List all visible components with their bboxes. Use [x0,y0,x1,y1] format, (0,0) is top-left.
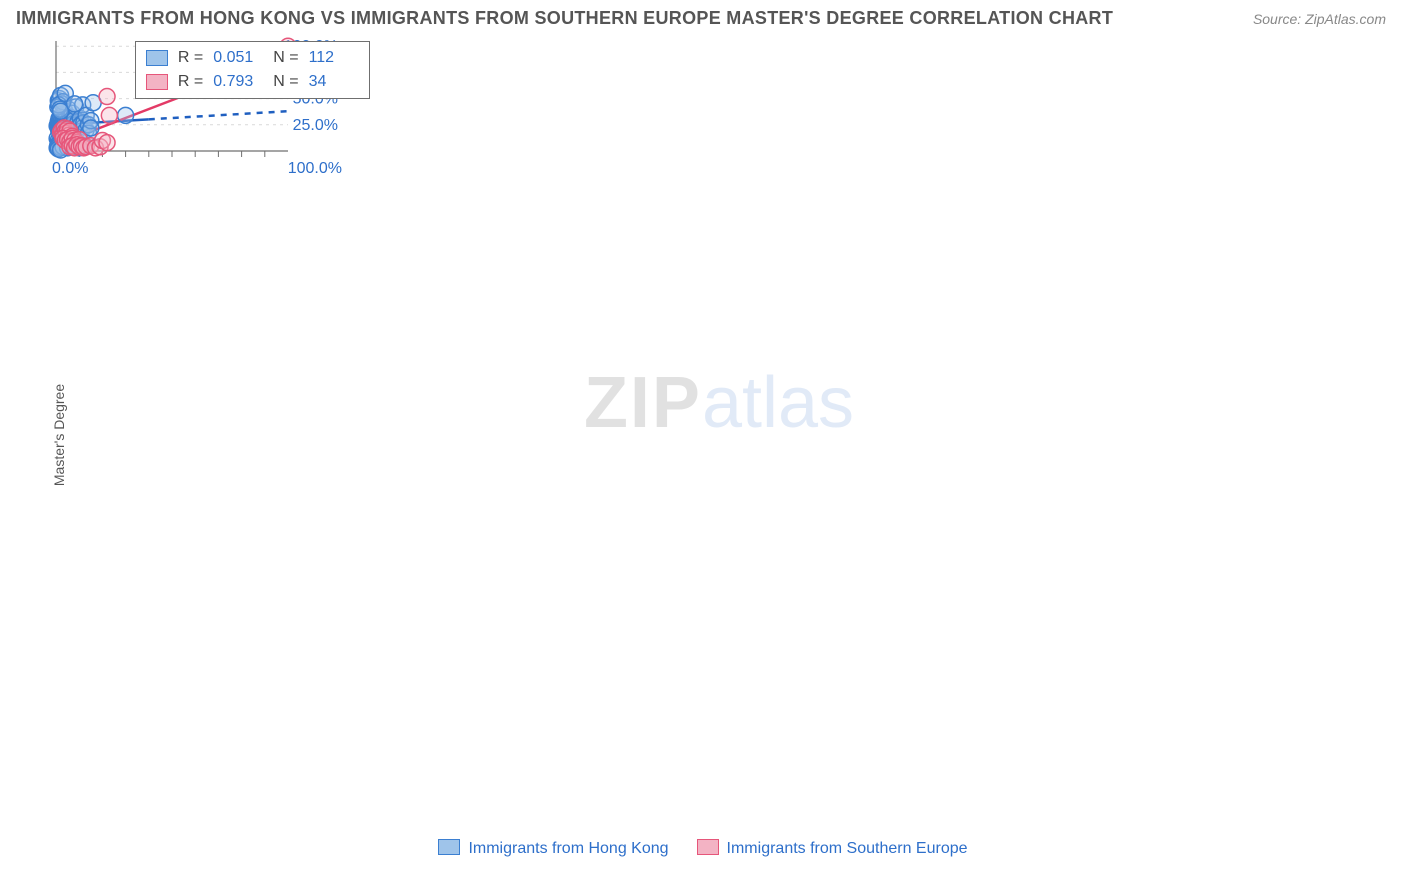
legend-row-hk: R = 0.051 N = 112 [146,46,359,70]
series-legend: Immigrants from Hong Kong Immigrants from… [0,835,1406,858]
title-bar: IMMIGRANTS FROM HONG KONG VS IMMIGRANTS … [0,0,1406,35]
legend-r-value: 0.793 [213,70,263,94]
legend-r-label: R = [178,70,203,94]
legend-n-label: N = [273,46,298,70]
series-legend-label: Immigrants from Southern Europe [727,840,968,857]
watermark-zip: ZIP [584,363,702,443]
chart-title: IMMIGRANTS FROM HONG KONG VS IMMIGRANTS … [16,8,1113,29]
series-legend-item-hk: Immigrants from Hong Kong [438,839,668,858]
correlation-legend: R = 0.051 N = 112 R = 0.793 N = 34 [135,41,370,99]
watermark-atlas: atlas [702,363,854,443]
svg-text:25.0%: 25.0% [293,117,338,134]
legend-row-se: R = 0.793 N = 34 [146,70,359,94]
legend-swatch-icon [146,74,168,90]
legend-n-value: 34 [309,70,359,94]
legend-swatch-icon [438,839,460,855]
svg-text:100.0%: 100.0% [288,160,342,177]
legend-swatch-icon [146,50,168,66]
legend-swatch-icon [697,839,719,855]
plot-area: Master's Degree 25.0%50.0%75.0%100.0%0.0… [48,35,1390,835]
svg-text:0.0%: 0.0% [52,160,88,177]
legend-n-label: N = [273,70,298,94]
series-legend-label: Immigrants from Hong Kong [468,840,668,857]
series-legend-item-se: Immigrants from Southern Europe [697,839,968,858]
source-text: Source: ZipAtlas.com [1253,11,1386,27]
legend-r-value: 0.051 [213,46,263,70]
watermark: ZIPatlas [584,362,854,444]
y-axis-label: Master's Degree [51,384,67,486]
legend-r-label: R = [178,46,203,70]
legend-n-value: 112 [309,46,359,70]
